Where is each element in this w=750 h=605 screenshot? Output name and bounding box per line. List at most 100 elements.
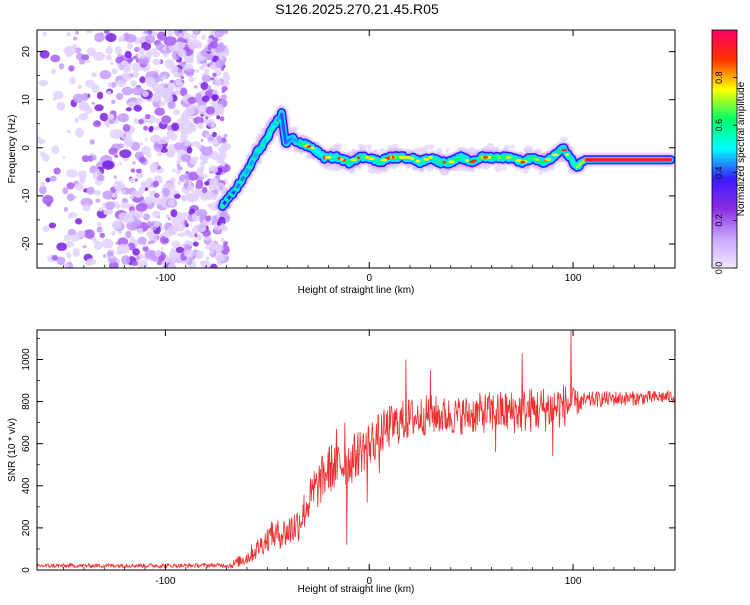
x-tick-label: 0 [366, 576, 372, 587]
noise-speckle [210, 151, 219, 160]
noise-speckle [185, 93, 190, 99]
noise-speckle [125, 107, 132, 112]
noise-speckle [134, 178, 138, 182]
ridge-halo-speckle [367, 144, 372, 151]
noise-speckle [188, 41, 198, 50]
noise-speckle [166, 30, 174, 37]
noise-speckle [105, 201, 115, 210]
ridge-halo-speckle [358, 144, 364, 149]
noise-speckle [66, 182, 75, 190]
noise-speckle [63, 234, 71, 242]
noise-speckle [37, 136, 42, 144]
noise-speckle [174, 193, 181, 199]
noise-speckle [187, 181, 192, 185]
noise-speckle [195, 179, 204, 190]
colorbar-gradient [712, 30, 737, 268]
snr-x-axis-label: Height of straight line (km) [298, 584, 415, 595]
noise-speckle [201, 95, 210, 103]
noise-speckle [177, 48, 187, 58]
noise-speckle [105, 54, 112, 61]
noise-speckle [152, 58, 162, 66]
noise-speckle [163, 36, 177, 46]
noise-speckle [144, 196, 155, 204]
ridge-rise-dot [270, 128, 274, 132]
noise-speckle [196, 233, 203, 241]
noise-speckle [164, 96, 170, 102]
noise-speckle [78, 59, 86, 65]
noise-speckle [117, 230, 123, 235]
noise-speckle [132, 248, 140, 256]
noise-speckle [108, 261, 119, 268]
noise-speckle [201, 62, 208, 68]
ridge-hotspot [515, 159, 522, 162]
ridge-hotspot [306, 145, 312, 148]
noise-speckle [180, 87, 188, 97]
ridge-hotspot [369, 157, 374, 161]
noise-speckle [212, 88, 219, 96]
ridge-halo-speckle [289, 126, 299, 132]
noise-speckle [66, 32, 72, 37]
noise-speckle [48, 222, 57, 229]
noise-speckle [193, 85, 198, 89]
noise-speckle [170, 247, 176, 253]
noise-speckle [63, 263, 70, 268]
noise-speckle [205, 256, 210, 261]
ridge-halo-speckle [538, 169, 544, 175]
ridge-rise-dot [261, 142, 265, 147]
noise-speckle [139, 76, 146, 84]
ridge-hotspot [505, 156, 512, 159]
noise-speckle [154, 107, 165, 116]
noise-speckle [82, 245, 87, 249]
noise-speckle [138, 118, 144, 125]
y-tick-label: 20 [21, 46, 32, 58]
noise-speckle [105, 46, 113, 55]
noise-speckle [117, 113, 129, 123]
noise-speckle [152, 94, 160, 103]
noise-speckle [90, 139, 94, 143]
noise-speckle [180, 133, 188, 140]
noise-speckle [205, 116, 209, 120]
noise-speckle [52, 97, 56, 101]
noise-speckle [99, 70, 112, 80]
noise-speckle [66, 169, 78, 178]
noise-speckle [83, 229, 95, 239]
noise-speckle [216, 135, 222, 141]
noise-speckle [194, 69, 200, 73]
ridge-hotspot [415, 159, 421, 163]
noise-speckle [143, 213, 151, 221]
noise-speckle [205, 106, 215, 115]
noise-speckle [108, 147, 118, 155]
noise-speckle [92, 120, 102, 128]
noise-speckle [122, 73, 132, 81]
noise-speckle [120, 199, 130, 209]
noise-speckle [129, 195, 134, 199]
noise-speckle [81, 92, 89, 102]
noise-speckle [153, 142, 163, 152]
noise-speckle [220, 160, 226, 167]
noise-speckle [170, 209, 178, 218]
noise-speckle [220, 94, 228, 100]
noise-speckle [62, 187, 69, 195]
noise-speckle [186, 146, 193, 154]
noise-speckle [171, 240, 180, 249]
noise-speckle [177, 166, 183, 171]
x-tick-label: 100 [565, 273, 582, 284]
noise-speckle [102, 254, 107, 258]
noise-speckle [85, 59, 91, 63]
noise-speckle [212, 131, 217, 138]
noise-speckle [42, 194, 54, 205]
noise-speckle [74, 117, 80, 124]
noise-speckle [116, 79, 127, 87]
noise-speckle [221, 89, 226, 94]
ridge-rise-dot [225, 198, 229, 202]
noise-speckle [158, 255, 165, 262]
ridge-hotspot [556, 150, 562, 153]
ridge-halo-speckle [330, 165, 338, 171]
noise-speckle [194, 188, 202, 197]
ridge-hotspot [423, 158, 430, 161]
noise-speckle [117, 143, 125, 149]
noise-speckle [169, 79, 175, 84]
snr-line [37, 330, 675, 570]
noise-speckle [110, 81, 117, 88]
